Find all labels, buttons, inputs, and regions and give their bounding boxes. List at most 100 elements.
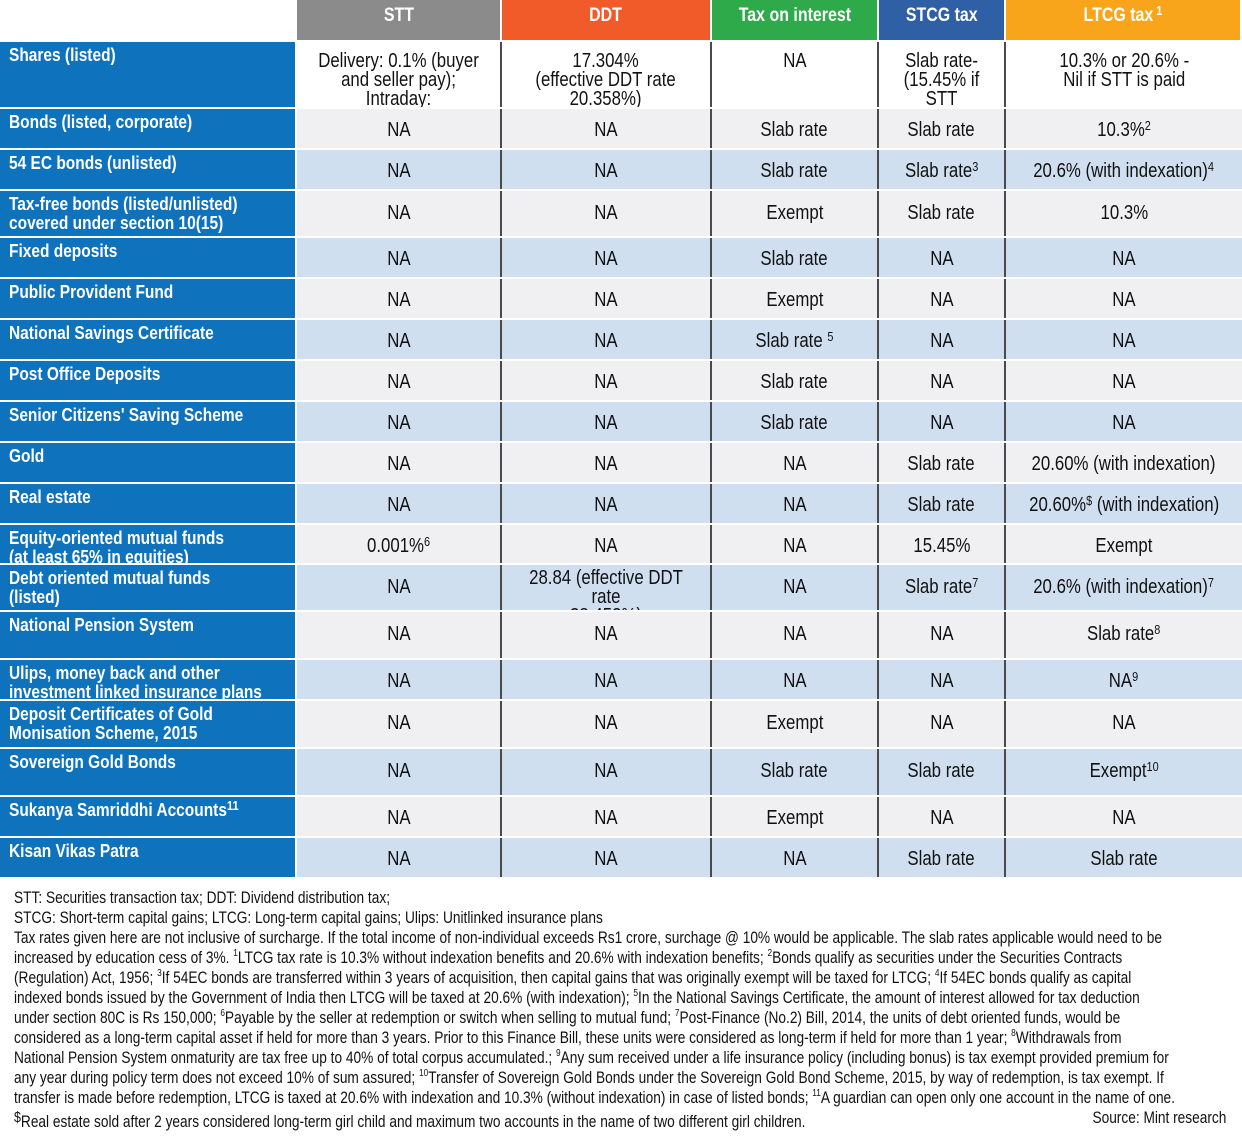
table-cell: NA (879, 612, 1006, 658)
table-cell: Slab rate (879, 443, 1006, 482)
cell-text: NA (386, 371, 411, 393)
cell-text: Slab rate (760, 760, 829, 782)
cell-text: 20.60% (with indexation) (1032, 453, 1216, 475)
dollar-marker: $ (14, 1109, 21, 1126)
row-label: Bonds (listed, corporate) (0, 109, 295, 148)
cell-text: 28.84 (effective DDT rate 38.453%) (529, 567, 683, 610)
footnote-line: considered as a long-term capital asset … (14, 1028, 1122, 1048)
table-cell: NA (502, 701, 712, 747)
table-cell: Slab rate (712, 361, 879, 400)
table-cell: Slab rate7 (879, 565, 1006, 610)
table-row: National Savings Certificate NA NA Slab rat… (0, 320, 1242, 359)
cell-text: NA (594, 289, 618, 311)
table-row: Kisan Vikas Patra NA NA NA Slab rate Slab rat… (0, 838, 1242, 877)
footnote-marker: 10 (1146, 759, 1159, 774)
cell-text: NA (594, 330, 618, 352)
table-row: Bonds (listed, corporate) NA NA Slab rate Sl… (0, 109, 1242, 148)
cell-text: 0.001%6 (366, 534, 431, 557)
table-row: Tax-free bonds (listed/unlisted) covered… (0, 191, 1242, 236)
cell-text: Exempt10 (1089, 759, 1159, 782)
footnote-marker: 7 (1208, 575, 1215, 590)
cell-text: NA (929, 330, 954, 352)
table-cell: NA (712, 42, 879, 107)
table-row: Sovereign Gold Bonds NA NA Slab rate Slab ra… (0, 749, 1242, 795)
cell-text: NA (386, 453, 411, 475)
cell-text: NA (929, 412, 954, 434)
cell-text: NA (929, 670, 954, 692)
table-cell: Delivery: 0.1% (buyer and seller pay); I… (297, 42, 502, 107)
row-label-text: Kisan Vikas Patra (9, 841, 139, 861)
row-label: Kisan Vikas Patra (0, 838, 295, 877)
table-cell: 20.6% (with indexation)4 (1006, 150, 1242, 189)
cell-text: NA (782, 494, 807, 516)
table-cell: NA (879, 238, 1006, 277)
table-cell: 20.6% (with indexation)7 (1006, 565, 1242, 610)
row-label-text: Sovereign Gold Bonds (9, 752, 176, 772)
tax-comparison-table: STT DDT Tax on interest STCG tax LTCG tax 1 … (0, 0, 1242, 877)
header-corner (0, 0, 297, 40)
table-cell: NA (297, 484, 502, 523)
table-cell: Exempt (712, 701, 879, 747)
table-cell: NA (502, 191, 712, 236)
cell-text: Slab rate8 (1087, 622, 1161, 645)
cell-text: NA (386, 576, 411, 598)
table-cell: NA (712, 838, 879, 877)
cell-text: Slab rate- (15.45% if STT is paid) (903, 50, 980, 107)
column-header-label: STT (383, 5, 414, 26)
cell-text: 17.304% (effective DDT rate 20.358%) (535, 50, 677, 107)
cell-text: NA (594, 670, 618, 692)
footnote-line: $Real estate sold after 2 years consider… (14, 1109, 806, 1131)
table-cell: NA (297, 279, 502, 318)
footnote-marker: 5 (633, 988, 639, 999)
table-cell: NA (297, 660, 502, 699)
footnote-line: National Pension System onmaturity are t… (14, 1048, 1169, 1068)
cell-text: Slab rate (760, 248, 829, 270)
footnote-marker: 8 (1011, 1028, 1016, 1039)
table-cell: NA (297, 238, 502, 277)
table-cell: NA (297, 361, 502, 400)
cell-text: NA (386, 760, 411, 782)
table-cell: 0.001%6 (297, 525, 502, 563)
footnote-marker: 2 (767, 948, 773, 959)
table-cell: 17.304% (effective DDT rate 20.358%) (502, 42, 712, 107)
cell-text: Slab rate (760, 119, 829, 141)
cell-text: Slab rate7 (904, 575, 979, 598)
cell-text: 10.3%2 (1097, 118, 1151, 141)
cell-text: Exempt (766, 289, 823, 311)
footnote-line: any year during policy term does not exc… (14, 1068, 1164, 1088)
cell-text: NA (594, 119, 618, 141)
table-cell: NA (502, 612, 712, 658)
table-cell: Slab rate (879, 191, 1006, 236)
cell-text: NA (386, 202, 411, 224)
row-label: Post Office Deposits (0, 361, 295, 400)
cell-text: 15.45% (913, 535, 970, 557)
row-label: National Savings Certificate (0, 320, 295, 359)
row-label: 54 EC bonds (unlisted) (0, 150, 295, 189)
table-cell: NA (879, 701, 1006, 747)
row-label-text: Debt oriented mutual funds (listed) (9, 568, 211, 607)
row-label: Senior Citizens' Saving Scheme (0, 402, 295, 441)
table-cell: 10.3%2 (1006, 109, 1242, 148)
column-header-ltcg-tax: LTCG tax 1 (1006, 0, 1242, 40)
table-cell: 28.84 (effective DDT rate 38.453%) (502, 565, 712, 610)
row-label: Shares (listed) (0, 42, 295, 107)
cell-text: Exempt (766, 712, 823, 734)
cell-text: NA (929, 712, 954, 734)
cell-text: Slab rate (907, 119, 976, 141)
table-row: Post Office Deposits NA NA Slab rate NA NA (0, 361, 1242, 400)
table-cell: 10.3% (1006, 191, 1242, 236)
table-cell: NA (879, 320, 1006, 359)
cell-text: NA (782, 535, 807, 557)
cell-text: NA (782, 576, 807, 598)
row-label-text: Fixed deposits (9, 241, 118, 261)
cell-text: 10.3% or 20.6% - Nil if STT is paid (1059, 50, 1189, 91)
table-cell: NA (297, 797, 502, 836)
row-label: Real estate (0, 484, 295, 523)
cell-text: NA (594, 160, 618, 182)
row-label-text: Bonds (listed, corporate) (9, 112, 193, 132)
table-cell: NA (297, 320, 502, 359)
cell-text: Exempt (766, 202, 823, 224)
table-cell: NA (297, 749, 502, 795)
cell-text: NA (782, 453, 807, 475)
cell-text: Slab rate (907, 202, 976, 224)
